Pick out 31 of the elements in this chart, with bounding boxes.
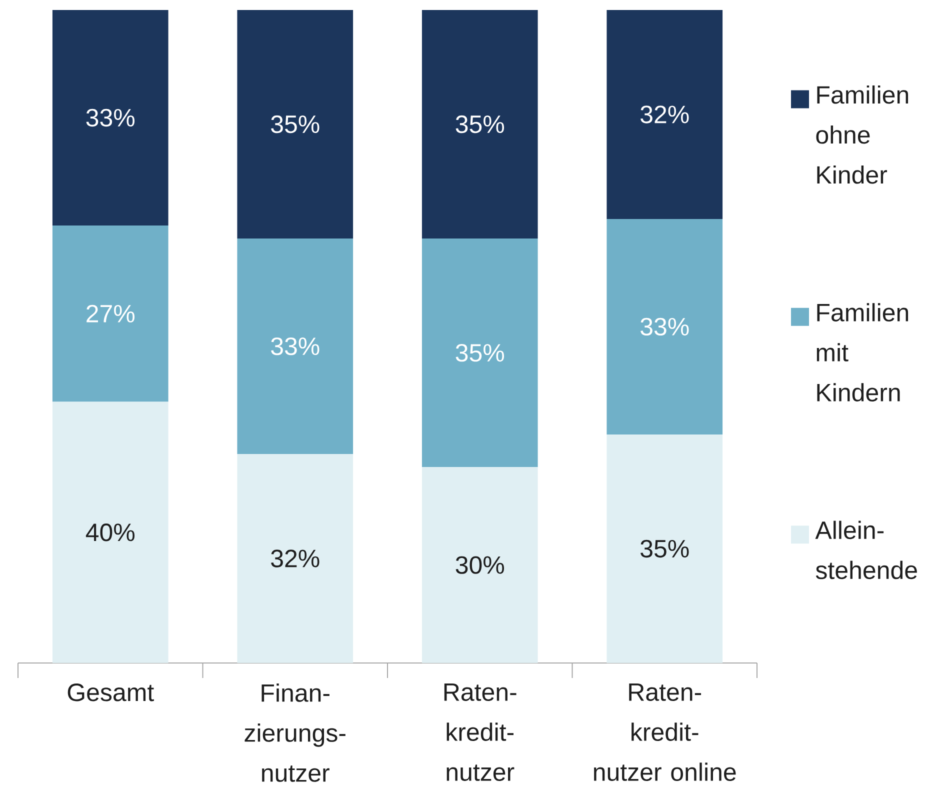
x-tick-label: Raten-kredit-nutzer online bbox=[594, 684, 736, 781]
data-label: 40% bbox=[86, 524, 134, 542]
data-label: 33% bbox=[640, 318, 689, 336]
x-tick-label: Raten-kredit-nutzer bbox=[444, 684, 516, 781]
data-label: 32% bbox=[640, 106, 689, 124]
bar bbox=[52, 225, 168, 402]
bar bbox=[606, 434, 723, 663]
legend-label: Familien mit Kindern bbox=[816, 303, 908, 402]
data-label: 35% bbox=[640, 540, 689, 558]
legend-label: Familien ohne Kinder bbox=[816, 85, 908, 184]
data-label: 27% bbox=[86, 304, 134, 322]
data-label: 32% bbox=[271, 550, 320, 568]
bar bbox=[606, 10, 723, 219]
data-label: 30% bbox=[456, 556, 504, 574]
data-label: 35% bbox=[271, 115, 320, 134]
data-label: 35% bbox=[456, 115, 504, 134]
bar bbox=[422, 238, 538, 468]
data-label: 33% bbox=[86, 108, 134, 127]
bar bbox=[606, 218, 723, 434]
bar bbox=[237, 454, 354, 663]
bar bbox=[52, 10, 168, 226]
x-tick-label: Finan-zierungs-nutzer bbox=[244, 684, 346, 782]
data-label: 33% bbox=[271, 337, 320, 356]
bar bbox=[422, 10, 538, 239]
x-tick-label: Gesamt bbox=[68, 684, 154, 702]
bar bbox=[237, 238, 354, 454]
bar bbox=[237, 10, 354, 239]
legend-label: Allein-stehende bbox=[815, 520, 917, 580]
data-label: 35% bbox=[456, 344, 504, 362]
bar bbox=[52, 402, 168, 663]
bar bbox=[422, 467, 538, 663]
